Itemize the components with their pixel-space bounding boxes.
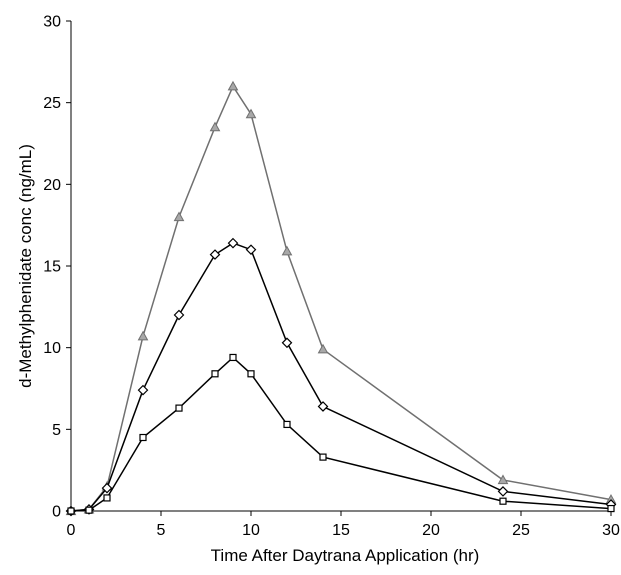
x-tick-label: 5 — [157, 522, 166, 539]
data-point — [85, 506, 93, 514]
data-point — [283, 420, 291, 429]
x-tick-label: 20 — [422, 522, 440, 539]
chart-ticks: 0 5 10 15 20 25 30 0 5 10 15 20 25 30 — [43, 14, 620, 540]
data-point — [67, 507, 75, 515]
data-point — [175, 404, 183, 412]
data-point — [139, 433, 147, 442]
chart-axes — [70, 21, 611, 512]
data-point — [497, 486, 509, 497]
data-point — [317, 401, 329, 412]
y-tick-label: 15 — [43, 259, 61, 276]
x-axis-label: Time After Daytrana Application (hr) — [211, 546, 480, 565]
data-point — [209, 249, 221, 260]
data-point — [317, 343, 329, 354]
y-tick-label: 30 — [43, 14, 61, 31]
data-point — [101, 482, 113, 494]
data-point — [227, 80, 239, 91]
data-point — [103, 494, 111, 502]
series-line — [70, 84, 612, 512]
series-line — [70, 356, 612, 512]
data-point — [281, 245, 293, 256]
series-line — [70, 242, 612, 512]
y-axis-label: d-Methylphenidate conc (ng/mL) — [16, 144, 35, 388]
data-point — [281, 337, 293, 349]
data-point — [229, 353, 237, 362]
series-triangle — [65, 80, 617, 516]
y-tick-label: 0 — [52, 504, 61, 521]
data-point — [607, 504, 615, 513]
data-point — [499, 497, 507, 505]
data-point — [247, 370, 255, 378]
chart-series — [65, 80, 617, 517]
data-point — [173, 309, 185, 321]
x-tick-label: 10 — [242, 522, 260, 539]
series-diamond — [65, 237, 617, 517]
y-tick-label: 5 — [52, 422, 61, 439]
data-point — [137, 384, 149, 396]
y-tick-label: 10 — [43, 340, 61, 357]
x-tick-label: 15 — [332, 522, 350, 539]
data-point — [245, 244, 257, 256]
x-tick-label: 25 — [512, 522, 530, 539]
data-point — [319, 453, 327, 461]
data-point — [137, 330, 149, 341]
data-point — [497, 474, 509, 485]
data-point — [245, 108, 257, 119]
y-tick-label: 25 — [43, 95, 61, 112]
data-point — [211, 370, 219, 378]
y-tick-label: 20 — [43, 177, 61, 194]
data-point — [227, 237, 239, 249]
series-square — [67, 353, 615, 515]
x-tick-label: 0 — [67, 522, 76, 539]
x-tick-label: 30 — [602, 522, 620, 539]
data-point — [173, 211, 185, 222]
data-point — [209, 121, 221, 132]
